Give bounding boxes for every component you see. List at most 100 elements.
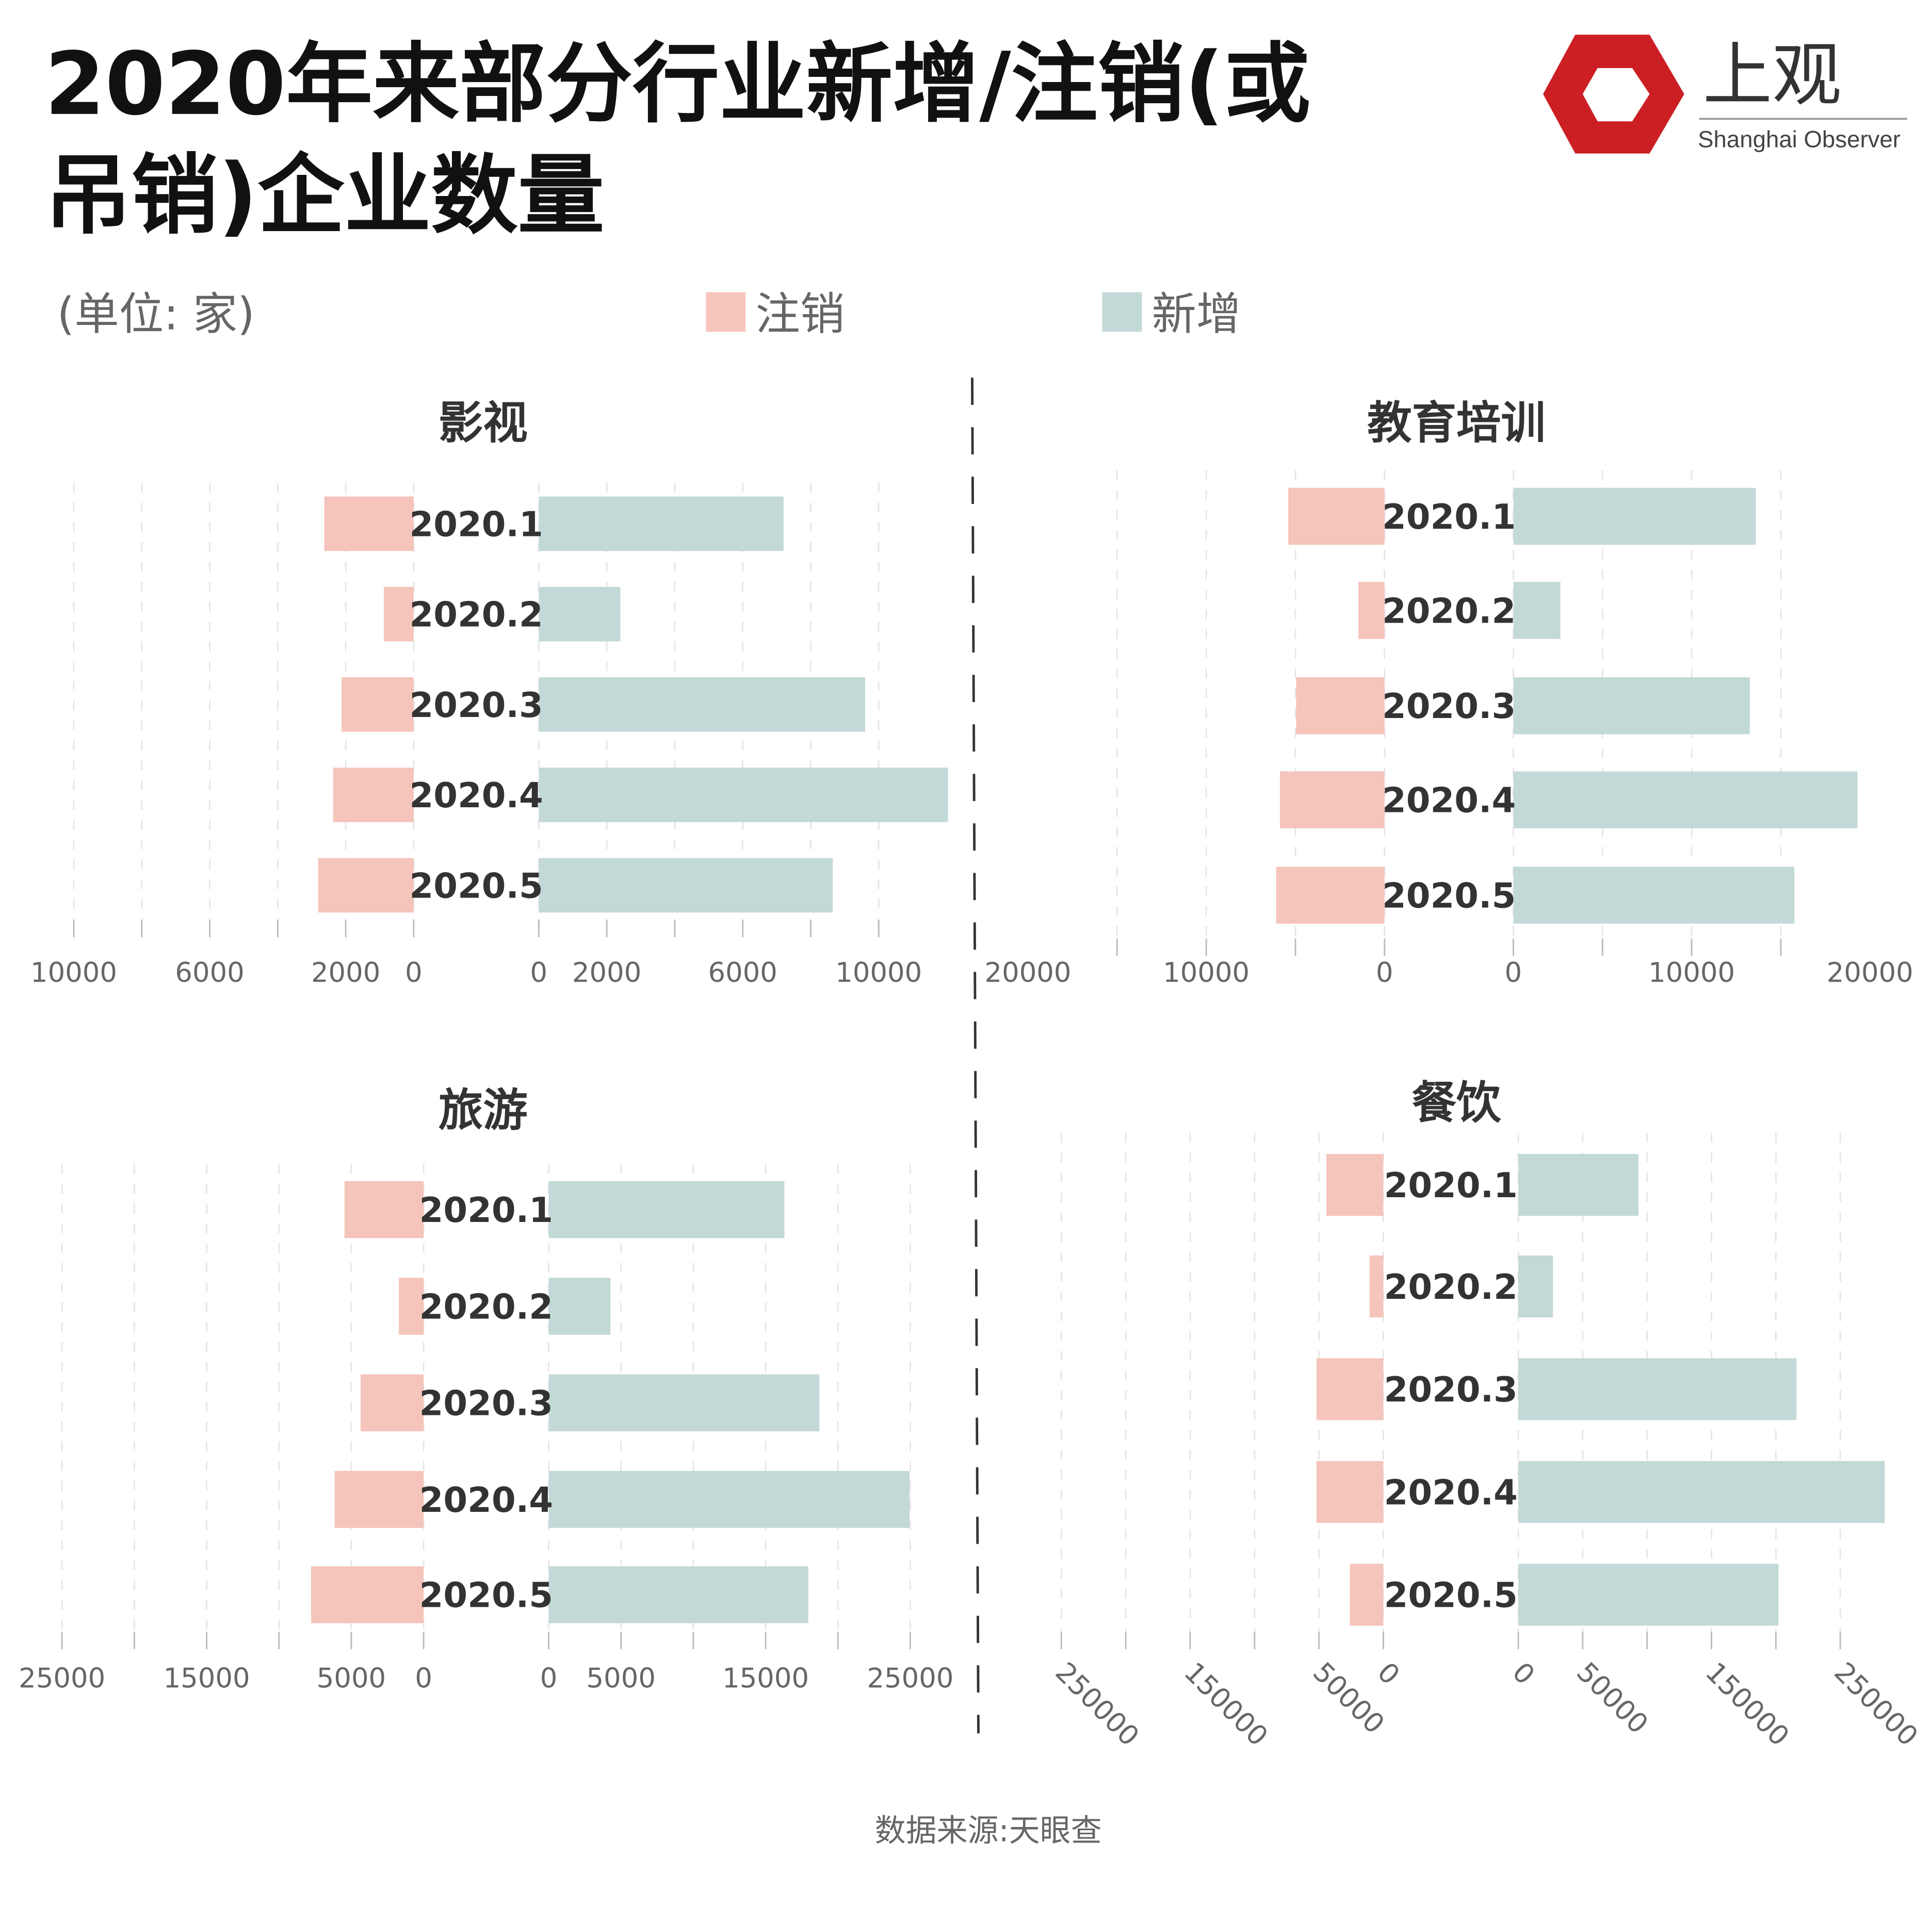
tick-label: 0: [1506, 1656, 1540, 1691]
panel-title: 餐饮: [1412, 1078, 1501, 1129]
category-label: 2020.5: [409, 866, 543, 906]
panel-教育培训: 教育培训 2020.1 2020.2 2020.3 2020.4 2020.5 20000 1…: [985, 398, 1913, 989]
tick-label: 0: [1505, 957, 1522, 989]
bar-new-2020.2: [1518, 1255, 1553, 1318]
bar-new-2020.4: [539, 768, 948, 822]
legend-swatch-new: [1102, 292, 1142, 332]
category-label: 2020.4: [1382, 780, 1516, 821]
bar-new-2020.2: [539, 586, 621, 642]
bar-cancel-2020.5: [1350, 1563, 1384, 1626]
tick-label: 6000: [175, 957, 244, 989]
bar-cancel-2020.4: [1279, 771, 1385, 828]
tick-label: 10000: [1163, 957, 1249, 989]
tick-label: 0: [540, 1663, 558, 1694]
bar-new-2020.4: [1513, 771, 1858, 828]
bar-new-2020.3: [1513, 677, 1750, 735]
bar-new-2020.5: [539, 858, 833, 913]
category-label: 2020.3: [419, 1383, 553, 1424]
category-label: 2020.1: [419, 1190, 553, 1230]
bar-new-2020.1: [1513, 487, 1756, 545]
bar-cancel-2020.5: [1276, 867, 1385, 924]
tick-label: 50000: [1570, 1656, 1654, 1740]
tick-label: 5000: [587, 1663, 656, 1694]
category-label: 2020.1: [1384, 1165, 1518, 1205]
bar-new-2020.5: [1518, 1563, 1779, 1626]
category-label: 2020.2: [1384, 1267, 1518, 1307]
bar-cancel-2020.1: [324, 496, 414, 551]
bar-new-2020.1: [548, 1181, 785, 1238]
tick-label: 15000: [164, 1663, 250, 1694]
category-label: 2020.4: [409, 775, 543, 816]
title-line-1: 2020年来部分行业新增/注销(或: [45, 34, 1311, 135]
bar-cancel-2020.5: [311, 1566, 424, 1623]
tick-label: 5000: [317, 1663, 386, 1694]
panel-title: 影视: [439, 398, 528, 449]
panel-影视: 影视 2020.1 2020.2 2020.3 2020.4 2020.5 10000 600…: [30, 398, 948, 989]
tick-label: 0: [415, 1663, 432, 1694]
tick-label: 10000: [30, 957, 117, 989]
bar-cancel-2020.3: [360, 1374, 424, 1431]
panel-餐饮: 餐饮 2020.1 2020.2 2020.3 2020.4 2020.5 250000 15…: [1049, 1078, 1924, 1752]
bar-cancel-2020.2: [399, 1278, 424, 1335]
bar-new-2020.4: [548, 1471, 910, 1528]
panel-title: 教育培训: [1367, 398, 1546, 449]
bar-cancel-2020.3: [1316, 1358, 1384, 1421]
tick-label: 150000: [1178, 1656, 1274, 1752]
bar-cancel-2020.3: [1296, 677, 1385, 735]
bar-cancel-2020.1: [344, 1181, 424, 1238]
source-note: 数据来源:天眼查: [875, 1813, 1102, 1849]
tick-label: 250000: [1049, 1656, 1145, 1752]
tick-label: 15000: [722, 1663, 809, 1694]
category-label: 2020.3: [1382, 686, 1516, 726]
tick-label: 0: [405, 957, 423, 989]
category-label: 2020.3: [409, 685, 543, 725]
tick-label: 0: [1371, 1656, 1406, 1691]
tick-label: 10000: [835, 957, 922, 989]
title-line-2: 吊销)企业数量: [45, 145, 605, 246]
tick-label: 0: [530, 957, 548, 989]
logo: 上观 Shanghai Observer: [1543, 35, 1907, 154]
bar-cancel-2020.2: [383, 586, 414, 642]
tick-label: 2000: [311, 957, 380, 989]
bar-cancel-2020.4: [334, 1471, 424, 1528]
logo-cn: 上观: [1703, 35, 1842, 116]
bar-cancel-2020.4: [333, 768, 414, 822]
bar-new-2020.3: [539, 677, 865, 732]
category-label: 2020.2: [409, 595, 543, 635]
tick-label: 20000: [985, 957, 1071, 989]
category-label: 2020.5: [1384, 1575, 1518, 1616]
center-divider: [971, 378, 980, 1734]
tick-label: 50000: [1307, 1656, 1390, 1740]
bar-cancel-2020.2: [1369, 1255, 1384, 1318]
category-label: 2020.1: [409, 504, 543, 544]
bar-new-2020.1: [539, 496, 784, 551]
category-label: 2020.5: [1382, 875, 1516, 916]
tick-label: 25000: [867, 1663, 953, 1694]
bar-new-2020.2: [548, 1278, 611, 1335]
unit-label: (单位: 家): [57, 289, 255, 340]
bar-cancel-2020.1: [1326, 1154, 1384, 1216]
bar-new-2020.3: [1518, 1358, 1797, 1421]
category-label: 2020.1: [1382, 497, 1516, 537]
tick-label: 2000: [572, 957, 641, 989]
bar-new-2020.3: [548, 1374, 820, 1431]
legend-label-new: 新增: [1152, 289, 1241, 340]
bar-new-2020.5: [1513, 867, 1795, 924]
legend: 注销 新增: [706, 289, 1241, 340]
tick-label: 25000: [19, 1663, 105, 1694]
tick-label: 20000: [1827, 957, 1913, 989]
bar-cancel-2020.1: [1288, 487, 1385, 545]
category-label: 2020.4: [419, 1480, 553, 1520]
tick-label: 250000: [1828, 1656, 1924, 1752]
category-label: 2020.4: [1384, 1472, 1518, 1512]
tick-label: 6000: [708, 957, 777, 989]
bar-new-2020.2: [1513, 582, 1561, 639]
bar-new-2020.5: [548, 1566, 808, 1623]
panel-title: 旅游: [439, 1085, 528, 1136]
category-label: 2020.3: [1384, 1369, 1518, 1410]
tick-label: 10000: [1648, 957, 1735, 989]
bar-cancel-2020.2: [1358, 582, 1385, 639]
bar-cancel-2020.4: [1316, 1461, 1384, 1523]
tick-label: 150000: [1699, 1656, 1795, 1752]
